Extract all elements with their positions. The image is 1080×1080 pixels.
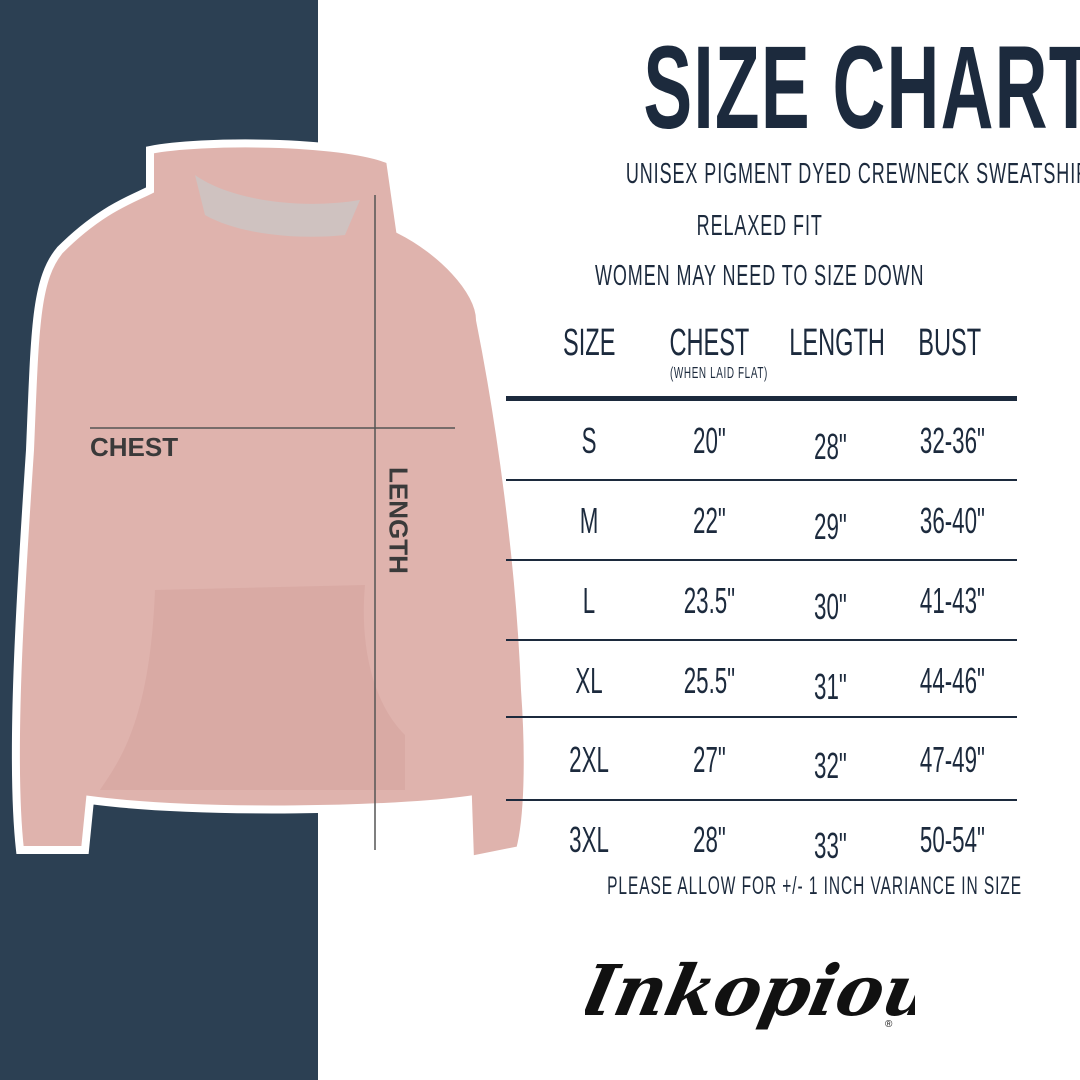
page-title: SIZE CHART	[643, 22, 1080, 154]
inkopious-logo: Inkopious ®	[585, 950, 915, 1032]
row-divider	[506, 799, 1017, 801]
cell-size: 2XL	[569, 739, 609, 780]
cell-bust: 50-54"	[919, 819, 985, 860]
fit-label: RELAXED FIT	[696, 210, 824, 242]
row-divider	[506, 559, 1017, 561]
cell-size: 3XL	[569, 819, 609, 860]
cell-chest: 23.5"	[683, 580, 735, 621]
row-divider	[506, 639, 1017, 641]
svg-text:®: ®	[885, 1019, 893, 1030]
cell-length: 28"	[813, 426, 847, 467]
variance-note: PLEASE ALLOW FOR +/- 1 INCH VARIANCE IN …	[607, 872, 1023, 900]
header-chest: CHEST	[669, 322, 749, 364]
product-subtitle: UNISEX PIGMENT DYED CREWNECK SWEATSHIRT	[625, 158, 1080, 190]
hoodie-image	[15, 143, 528, 860]
cell-chest: 20"	[692, 420, 726, 461]
row-divider	[506, 479, 1017, 481]
cell-size: M	[579, 500, 599, 541]
cell-length: 33"	[813, 825, 847, 866]
sizing-advice: WOMEN MAY NEED TO SIZE DOWN	[595, 260, 925, 292]
cell-size: L	[582, 580, 596, 621]
header-bust: BUST	[918, 322, 982, 364]
header-length: LENGTH	[789, 322, 885, 364]
cell-length: 29"	[813, 506, 847, 547]
cell-length: 32"	[813, 745, 847, 786]
header-divider	[506, 396, 1017, 401]
chest-label: CHEST	[90, 432, 179, 462]
cell-bust: 47-49"	[919, 739, 985, 780]
cell-size: XL	[575, 660, 603, 701]
cell-chest: 27"	[692, 739, 726, 780]
cell-bust: 44-46"	[919, 660, 985, 701]
cell-size: S	[581, 420, 597, 461]
cell-chest: 25.5"	[683, 660, 735, 701]
header-size: SIZE	[562, 322, 616, 364]
cell-length: 30"	[813, 586, 847, 627]
cell-chest: 22"	[692, 500, 726, 541]
length-label: LENGTH	[383, 467, 414, 574]
svg-text:Inkopious: Inkopious	[585, 950, 915, 1032]
cell-length: 31"	[813, 666, 847, 707]
cell-bust: 36-40"	[919, 500, 985, 541]
chest-note: (WHEN LAID FLAT)	[670, 365, 768, 382]
row-divider	[506, 716, 1017, 718]
cell-bust: 41-43"	[919, 580, 985, 621]
cell-bust: 32-36"	[919, 420, 985, 461]
cell-chest: 28"	[692, 819, 726, 860]
